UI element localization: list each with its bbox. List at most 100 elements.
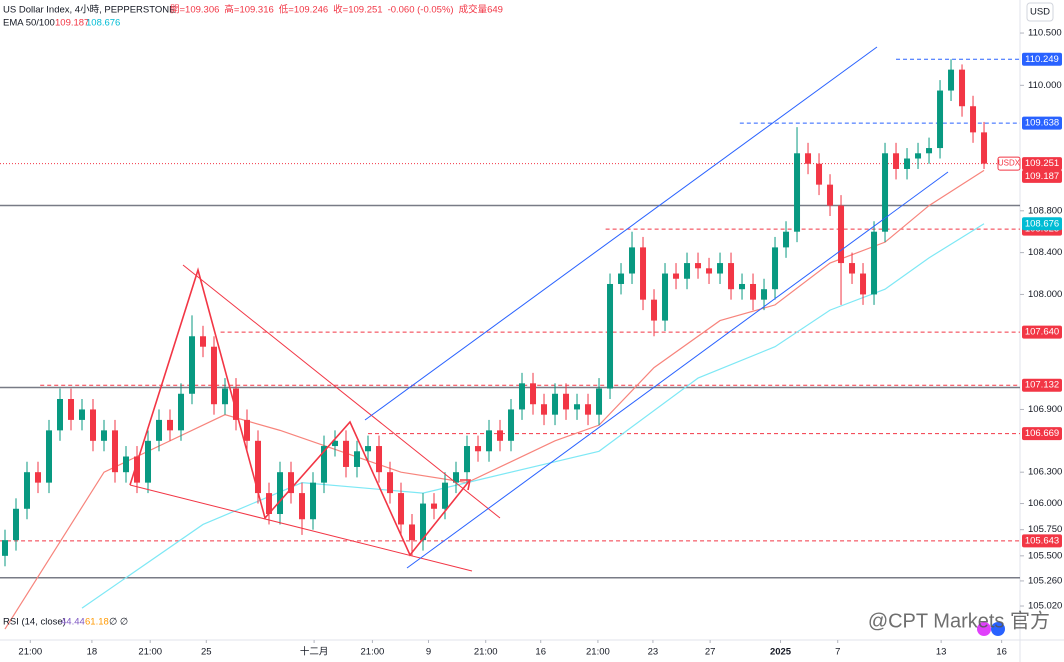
candle-body [101,430,108,441]
ema100-value: 108.676 [86,18,120,29]
candle-body [35,472,42,483]
price-tag [1022,378,1062,392]
event-icon[interactable] [991,622,1005,636]
candle-body [717,263,724,274]
candle-body [387,472,394,494]
candle-body [156,419,163,441]
candle-body [651,299,658,321]
trend-line [182,264,501,519]
y-tick-label: 105.260 [1028,575,1062,586]
layers [0,58,1020,630]
ema50-value: 109.187 [55,18,89,29]
rsi-ma-value: 61.18 [85,617,109,628]
candle-body [508,409,515,441]
x-tick-label: 21:00 [474,647,498,658]
candle-body [189,336,196,394]
candle-body [915,153,922,159]
y-tick-label: 105.500 [1028,550,1062,561]
candle-body [750,283,757,300]
candle-body [46,430,53,483]
candle-body [926,148,933,154]
price-tag-label: 109.187 [1025,171,1059,182]
x-tick-label: 27 [705,647,716,658]
watermark: @CPT Markets 官方 [868,609,1050,632]
ohlc-value: 收=109.251 [333,4,382,16]
arrow-head [460,479,471,491]
candle-body [288,472,295,494]
x-tick-label: 7 [835,647,840,658]
trend-line [129,484,473,572]
y-tick-label: 106.900 [1028,404,1062,415]
candle-body [706,268,713,274]
channel-line [364,46,878,421]
candle-body [365,446,372,452]
candle-body [981,132,988,164]
rsi-rest: ∅ ∅ [109,617,128,628]
candle-body [497,430,504,441]
ohlc-value: 低=109.246 [279,4,328,16]
candle-body [409,524,416,541]
candle-body [277,472,284,515]
candle-body [530,383,537,405]
candle-body [134,456,141,483]
y-tick-label: 106.000 [1028,498,1062,509]
x-tick-label: 9 [426,647,431,658]
candle-body [178,393,185,431]
candle-body [57,398,64,431]
x-tick-label: 21:00 [586,647,610,658]
candle-body [167,419,174,431]
price-tag [1022,52,1062,66]
candle-body [640,247,647,300]
candle-body [519,383,526,410]
candle-body [398,493,405,525]
price-tag [1022,427,1062,441]
price-tag [1022,116,1062,130]
candle-body [860,273,867,295]
x-tick-label: 16 [996,647,1007,658]
candle-body [838,205,845,264]
candle-body [673,273,680,279]
candle-body [90,409,97,441]
candle-body [68,398,75,420]
y-tick-label: 110.000 [1028,80,1062,91]
plot [0,46,1020,630]
x-tick-label: 18 [87,647,98,658]
price-tag [1022,169,1062,183]
ohlc-value: -0.060 (-0.05%) [388,5,454,16]
candle-body [354,451,361,467]
y-tick-label: 105.750 [1028,524,1062,535]
currency[interactable]: USD [1030,7,1050,18]
ema-line [81,223,985,609]
x-tick-label: 13 [936,647,947,658]
candle-body [266,493,273,515]
candle-body [420,503,427,541]
candle-body [662,273,669,321]
legend: US Dollar Index, 4小時, PEPPERSTONE EMA 50… [3,5,175,628]
drawings [129,46,949,572]
event-icon[interactable] [977,622,991,636]
candle-body [145,440,152,483]
candle-body [816,163,823,185]
candle-body [948,69,955,91]
price-tag-label: 107.132 [1025,380,1059,391]
price-tag [1022,217,1062,231]
candle-body [442,482,449,509]
x-tick-label: 21:00 [18,647,42,658]
candle-body [772,247,779,290]
symbol-tag: USDX [998,159,1021,168]
candle-body [321,446,328,483]
price-tag [1022,534,1062,548]
candle-body [486,430,493,452]
candle-body [123,456,130,473]
candle-body [959,69,966,107]
ohlc-value: 開=109.306 [170,5,219,16]
y-tick-label: 106.300 [1028,467,1062,478]
ohlc-value: 成交量649 [459,4,503,16]
candle-body [849,263,856,274]
currency-box[interactable] [1026,2,1054,22]
candle-body [453,472,460,483]
y-tick-label: 110.500 [1028,28,1062,39]
candle-body [761,289,768,300]
x-tick-label: 23 [648,647,659,658]
candle-body [541,404,548,415]
